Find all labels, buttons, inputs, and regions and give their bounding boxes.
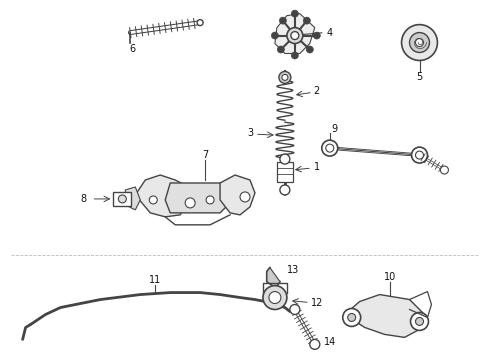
Circle shape [279,17,286,24]
Polygon shape [345,294,424,337]
Text: 5: 5 [416,72,423,82]
Polygon shape [267,268,280,285]
Text: 10: 10 [384,272,396,282]
Circle shape [206,196,214,204]
Circle shape [313,32,320,39]
Bar [277,162,293,182]
Circle shape [185,198,195,208]
Text: 7: 7 [202,150,208,160]
Circle shape [412,147,427,163]
Text: 4: 4 [327,28,333,37]
Circle shape [271,32,278,39]
Circle shape [292,52,298,59]
Polygon shape [275,14,315,54]
Circle shape [269,292,281,303]
Circle shape [149,196,157,204]
Circle shape [416,318,423,325]
Text: 3: 3 [247,128,253,138]
Circle shape [280,185,290,195]
Circle shape [263,285,287,310]
Circle shape [291,32,299,40]
Circle shape [197,20,203,26]
Polygon shape [220,175,255,215]
Text: 14: 14 [323,337,336,347]
Text: 13: 13 [287,265,299,275]
Text: 6: 6 [129,44,135,54]
Circle shape [292,10,298,17]
Text: 9: 9 [332,124,338,134]
Polygon shape [135,175,190,217]
Text: 12: 12 [311,297,323,307]
Circle shape [416,151,423,159]
Text: 11: 11 [149,275,161,285]
Circle shape [119,195,126,203]
Circle shape [303,17,310,24]
Circle shape [343,309,361,327]
Circle shape [280,154,290,164]
Circle shape [322,140,338,156]
Text: 1: 1 [314,162,320,172]
Polygon shape [125,187,140,210]
Circle shape [279,71,291,84]
Circle shape [287,28,303,44]
Circle shape [310,339,320,349]
Circle shape [240,192,250,202]
Circle shape [416,39,423,46]
Circle shape [282,75,288,80]
Circle shape [306,46,313,53]
Circle shape [277,46,284,53]
Circle shape [441,166,448,174]
Circle shape [326,144,334,152]
Text: 8: 8 [80,194,87,204]
Circle shape [411,312,428,330]
Bar [113,192,131,206]
Circle shape [290,305,300,315]
Circle shape [348,314,356,321]
Circle shape [410,32,429,53]
Text: 2: 2 [314,86,320,96]
Polygon shape [165,183,230,213]
Circle shape [401,24,438,60]
